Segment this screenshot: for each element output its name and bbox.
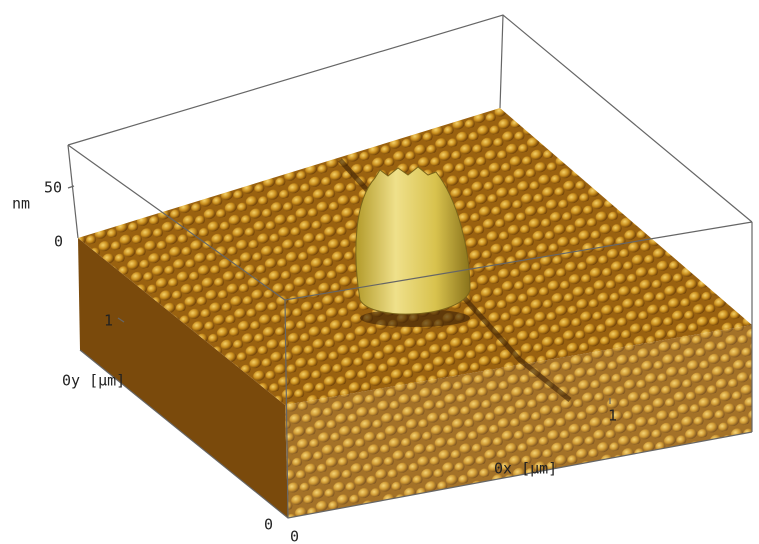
y-axis-label: 0y [μm]: [62, 372, 125, 390]
x-axis-label: 0x [μm]: [494, 460, 557, 478]
tick: [117, 317, 125, 323]
dome: [355, 166, 471, 315]
y-tick-label: 0: [264, 516, 273, 534]
x-tick-label: 1: [608, 407, 617, 425]
slab-side: [285, 325, 752, 518]
z-axis-label: nm: [12, 195, 30, 213]
slab-side: [78, 238, 288, 518]
dome-shadow: [360, 309, 470, 327]
frame-edge: [284, 299, 289, 519]
x-tick-label: 0: [290, 528, 299, 544]
frame-edge: [67, 144, 79, 239]
y-tick-label: 1: [104, 312, 113, 330]
frame-edge: [79, 349, 753, 519]
tick: [67, 185, 75, 189]
z-tick-label: 0: [54, 233, 63, 251]
frame-edge: [499, 14, 504, 109]
z-tick-label: 50: [44, 179, 62, 197]
